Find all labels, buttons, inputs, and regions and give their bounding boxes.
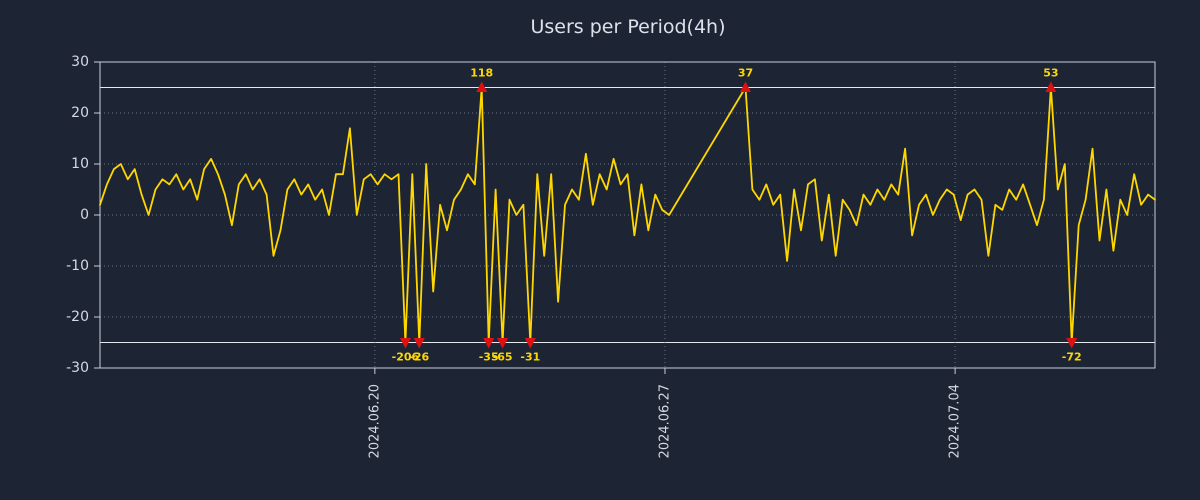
trough-marker [399, 338, 411, 349]
peak-marker [1045, 81, 1057, 92]
trough-marker [1066, 338, 1078, 349]
peak-label: 53 [1043, 67, 1058, 80]
peak-marker [476, 81, 488, 92]
trough-label: -72 [1062, 351, 1082, 364]
trough-label: -206 [392, 351, 420, 364]
peak-marker [739, 81, 751, 92]
trough-marker [497, 338, 509, 349]
series-line [99, 86, 1156, 344]
chart-title: Users per Period(4h) [530, 16, 725, 38]
y-tick-label: 20 [71, 105, 89, 121]
trough-marker [483, 338, 495, 349]
peak-label: 37 [738, 67, 753, 80]
plot-border [99, 61, 1156, 369]
peak-label: 118 [470, 67, 493, 80]
y-tick-label: -30 [66, 360, 89, 376]
y-tick-label: -10 [66, 258, 89, 274]
trough-label: -65 [493, 351, 513, 364]
trough-label: -26 [409, 351, 429, 364]
trough-marker [413, 338, 425, 349]
x-tick-label: 2024.07.04 [948, 384, 963, 458]
x-tick-label: 2024.06.20 [367, 384, 382, 458]
y-tick-label: 0 [80, 207, 89, 223]
x-tick-label: 2024.06.27 [657, 384, 672, 458]
trough-marker [524, 338, 536, 349]
trough-label: -35 [479, 351, 499, 364]
y-tick-label: -20 [66, 309, 89, 325]
trough-label: -31 [520, 351, 540, 364]
y-tick-label: 30 [71, 54, 89, 70]
y-tick-label: 10 [71, 156, 89, 172]
